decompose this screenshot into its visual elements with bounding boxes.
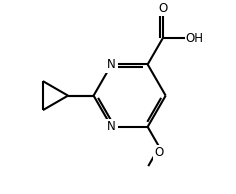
Text: O: O: [158, 2, 167, 15]
Text: N: N: [107, 58, 116, 71]
Text: OH: OH: [186, 32, 204, 45]
Text: N: N: [107, 120, 116, 133]
Text: O: O: [155, 146, 164, 159]
